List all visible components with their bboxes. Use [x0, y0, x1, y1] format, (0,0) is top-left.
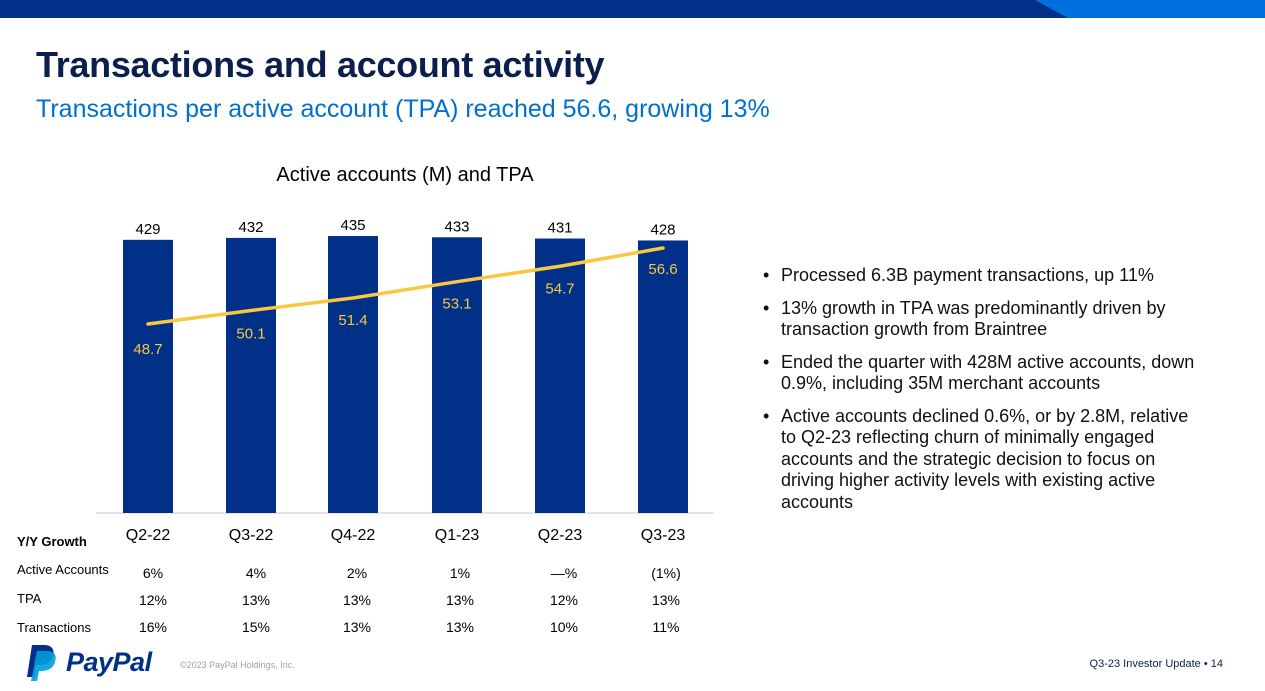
bar-Q2-22: [123, 239, 173, 514]
x-tick-label: Q3-23: [641, 527, 686, 544]
bar-value-label: 435: [340, 217, 365, 234]
yy-cell: 15%: [241, 619, 271, 635]
active-accounts-tpa-chart: 429 432 435 433 431 428 48.7 50.1 51.4 53.1 54.7 56…: [96, 217, 714, 544]
yy-cell: 6%: [142, 565, 164, 581]
bullet-item: Ended the quarter with 428M active accou…: [763, 352, 1203, 395]
paypal-logo: PayPal: [24, 642, 152, 682]
tpa-value-label: 51.4: [338, 312, 367, 329]
yy-cell: (1%): [651, 565, 681, 581]
x-tick-label: Q1-23: [435, 527, 480, 544]
paypal-wordmark: PayPal: [66, 646, 152, 677]
bar-Q3-22: [226, 237, 276, 513]
yy-growth-header: Y/Y Growth: [17, 534, 87, 549]
bar-Q2-23: [535, 238, 585, 513]
yy-cell: 13%: [342, 619, 372, 635]
tpa-value-label: 53.1: [442, 296, 471, 313]
bullet-item: Processed 6.3B payment transactions, up …: [763, 265, 1203, 287]
x-tick-label: Q2-22: [126, 527, 171, 544]
x-tick-label: Q4-22: [331, 527, 376, 544]
yy-row-label-transactions: Transactions: [17, 620, 91, 635]
copyright: ©2023 PayPal Holdings, Inc.: [180, 660, 295, 670]
yy-cell: 13%: [342, 592, 372, 608]
bar-value-label: 428: [650, 221, 675, 238]
bar-Q3-23: [638, 240, 688, 514]
bullet-item: 13% growth in TPA was predominantly driv…: [763, 298, 1203, 341]
header-band: [0, 0, 1265, 18]
tpa-value-label: 48.7: [133, 341, 162, 358]
yy-cell: 13%: [241, 592, 271, 608]
yy-cell: 13%: [651, 592, 681, 608]
yy-cell: —%: [550, 565, 578, 581]
key-points-list: Processed 6.3B payment transactions, up …: [763, 265, 1203, 524]
yy-cell: 10%: [549, 619, 579, 635]
yy-cell: 2%: [346, 565, 368, 581]
tpa-value-label: 50.1: [236, 326, 265, 343]
yy-cell: 16%: [138, 619, 168, 635]
tpa-line: [146, 246, 665, 326]
bar-value-label: 431: [547, 220, 572, 237]
yy-cell: 12%: [549, 592, 579, 608]
yy-cell: 12%: [138, 592, 168, 608]
chart-title: Active accounts (M) and TPA: [276, 164, 534, 186]
page-title: Transactions and account activity: [36, 44, 605, 85]
tpa-value-label: 56.6: [648, 261, 677, 278]
bar-value-label: 429: [135, 221, 160, 238]
yy-cell: 13%: [445, 592, 475, 608]
bar-value-label: 433: [444, 218, 469, 235]
yy-cell: 1%: [449, 565, 471, 581]
bar-Q4-22: [328, 236, 378, 513]
x-tick-label: Q3-22: [229, 527, 274, 544]
yy-cell: 11%: [652, 619, 680, 635]
page-subtitle: Transactions per active account (TPA) re…: [36, 95, 770, 123]
bullet-item: Active accounts declined 0.6%, or by 2.8…: [763, 406, 1203, 514]
yy-cell: 13%: [445, 619, 475, 635]
bar-value-label: 432: [238, 219, 263, 236]
tpa-value-label: 54.7: [545, 280, 574, 297]
paypal-p-icon: [27, 645, 56, 681]
yy-cell: 4%: [245, 565, 267, 581]
x-tick-label: Q2-23: [538, 527, 583, 544]
yy-row-label-active-accounts: Active Accounts: [17, 562, 109, 577]
yy-row-label-tpa: TPA: [17, 591, 42, 606]
page-label: Q3-23 Investor Update • 14: [1089, 658, 1223, 670]
